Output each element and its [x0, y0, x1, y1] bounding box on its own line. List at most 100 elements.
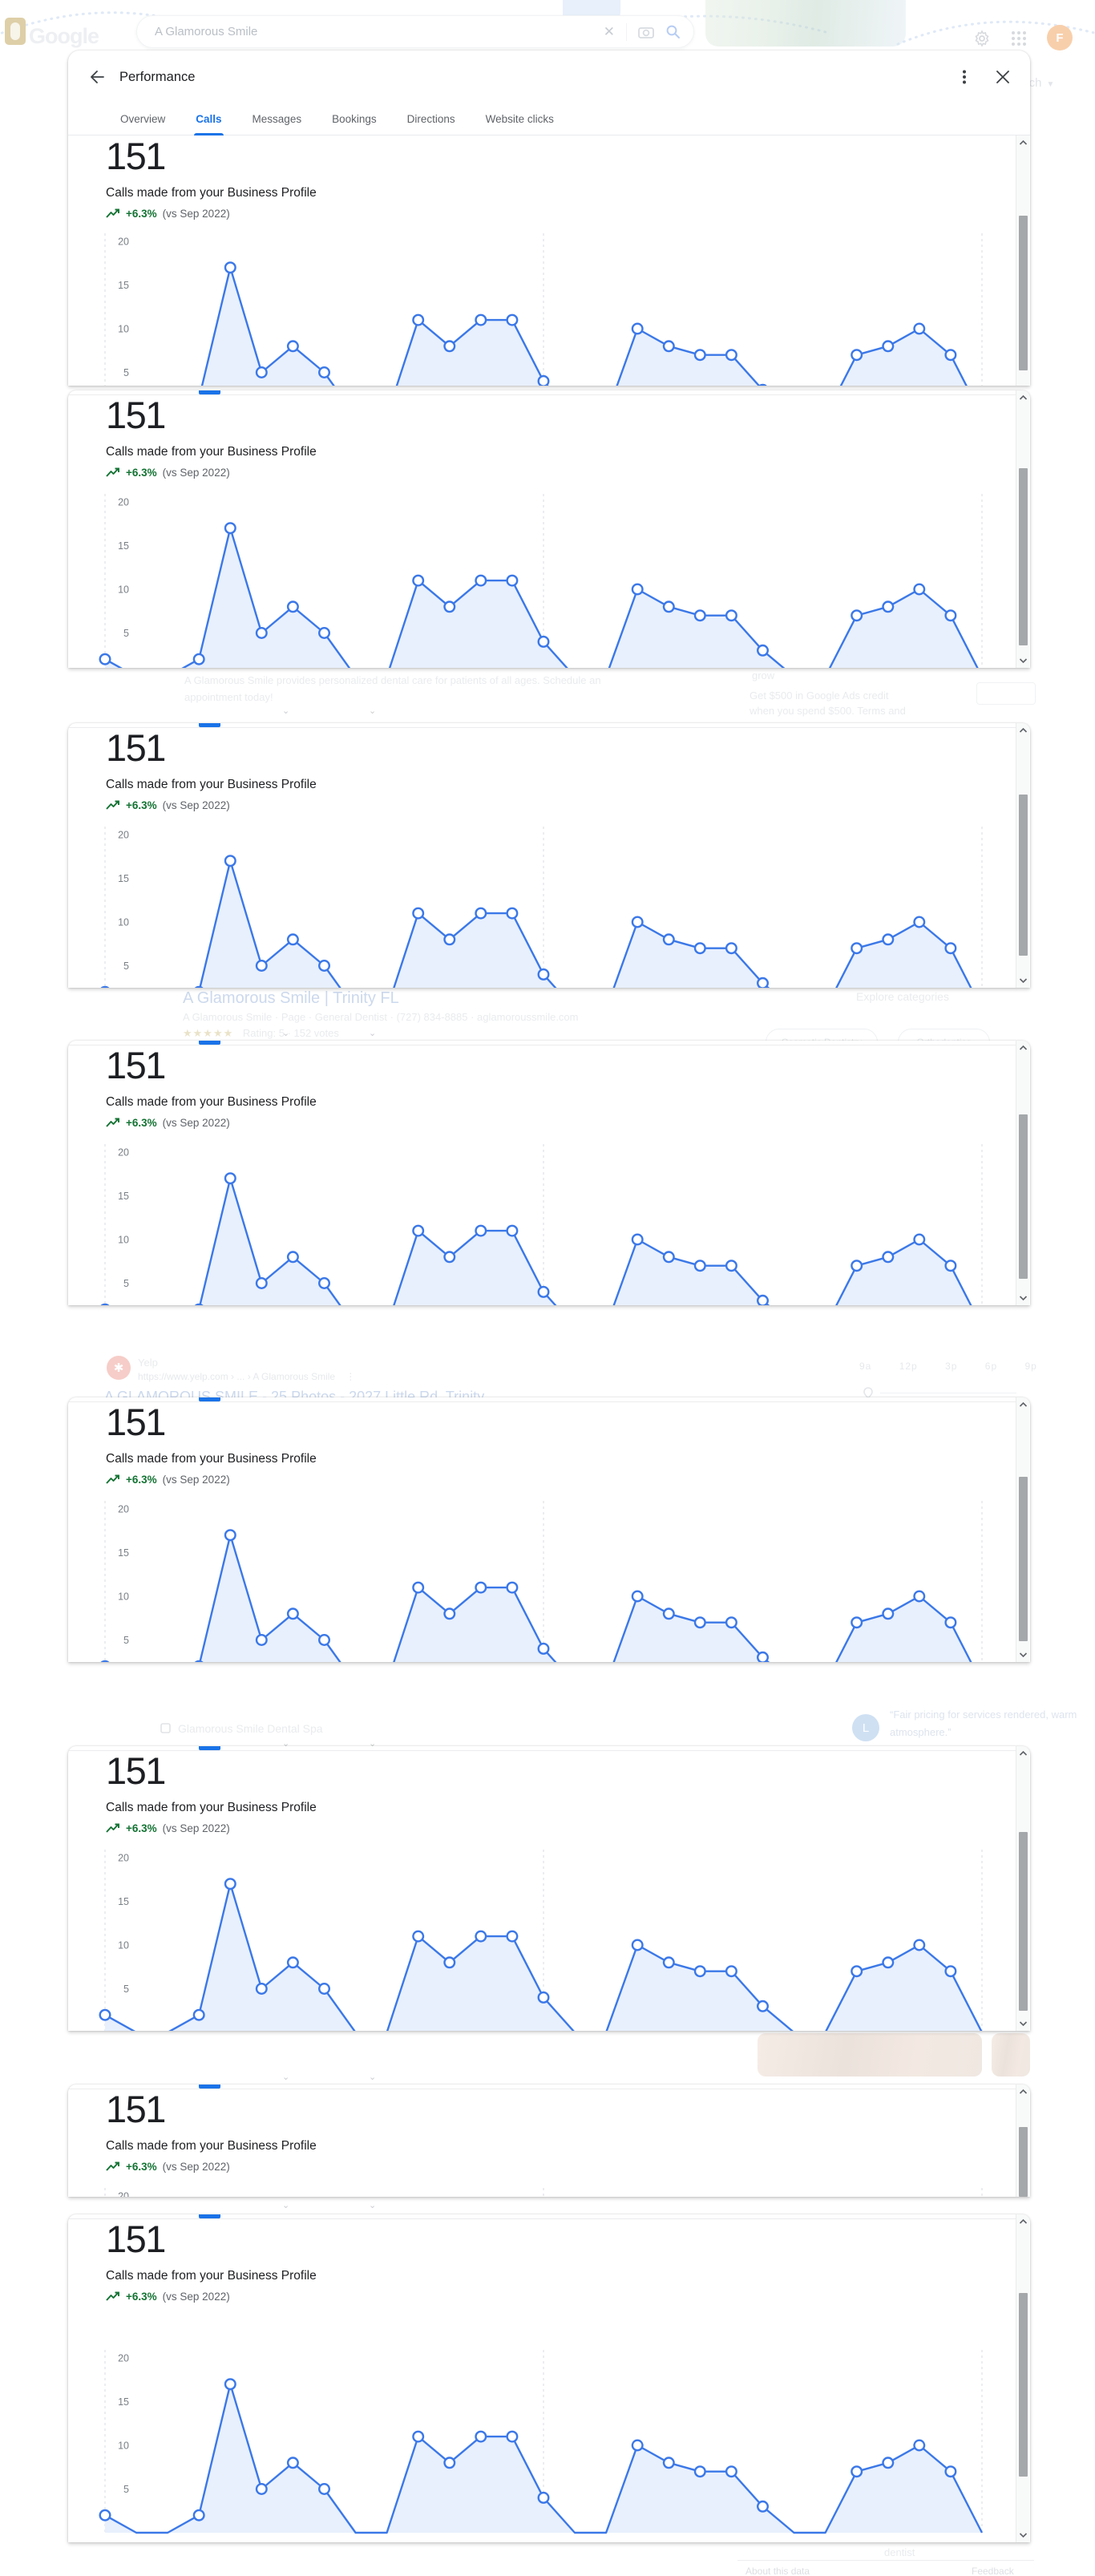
tabbar-divider-fragment	[68, 1750, 1030, 1751]
metric-label: Calls made from your Business Profile	[106, 1452, 317, 1466]
scroll-down-icon[interactable]	[1019, 1295, 1028, 1301]
calls-tab-underline-fragment	[199, 2214, 220, 2218]
profile-avatar[interactable]: F	[1047, 25, 1073, 51]
calls-tab-underline-fragment	[199, 1397, 220, 1401]
scrollbar[interactable]	[1016, 390, 1029, 668]
tab-directions[interactable]: Directions	[406, 113, 455, 125]
calls-line-chart: 5 10 15 20	[99, 2350, 984, 2534]
svg-text:20: 20	[118, 2353, 129, 2364]
search-icon[interactable]	[665, 24, 681, 39]
tab-website-clicks[interactable]: Website clicks	[485, 113, 554, 125]
bg-review-line2: atmosphere.”	[890, 1726, 952, 1738]
apps-grid-icon[interactable]	[1011, 30, 1027, 47]
scrollbar-thumb[interactable]	[1019, 2127, 1028, 2197]
metric-value: 151	[106, 1044, 166, 1086]
scroll-down-icon[interactable]	[1019, 2532, 1028, 2538]
bg-reviewer-avatar: L	[852, 1714, 879, 1741]
calls-line-chart: 5 10 15 20	[100, 827, 983, 988]
scroll-up-icon[interactable]	[1019, 140, 1028, 146]
more-options-icon[interactable]	[955, 67, 974, 87]
scrollbar-thumb[interactable]	[1019, 2293, 1028, 2477]
performance-modal-snapshot: 151 Calls made from your Business Profil…	[68, 1746, 1030, 2031]
tab-calls[interactable]: Calls	[194, 103, 224, 135]
tab-overview[interactable]: Overview	[120, 113, 166, 125]
performance-modal-snapshot: 151 Calls made from your Business Profil…	[68, 1041, 1030, 1305]
svg-text:15: 15	[118, 540, 129, 552]
metric-value: 151	[106, 1749, 166, 1792]
back-arrow-icon[interactable]	[87, 67, 107, 87]
scrollbar-thumb[interactable]	[1019, 1114, 1028, 1279]
svg-text:20: 20	[118, 1147, 129, 1159]
scrollbar[interactable]	[1016, 1041, 1029, 1305]
performance-modal-snapshot: 151 Calls made from your Business Profil…	[68, 2214, 1030, 2542]
scrollbar[interactable]	[1016, 1397, 1029, 1662]
scroll-up-icon[interactable]	[1019, 1401, 1028, 1408]
bg-result-snippet-line2: appointment today!	[184, 691, 273, 703]
svg-text:5: 5	[123, 2484, 129, 2495]
scroll-down-icon[interactable]	[1019, 2020, 1028, 2027]
collapsed-chevron-icon: ⌄	[369, 1029, 377, 1038]
scroll-down-icon[interactable]	[1019, 657, 1028, 664]
scrollbar[interactable]	[1016, 135, 1029, 386]
scroll-up-icon[interactable]	[1019, 727, 1028, 734]
tab-messages[interactable]: Messages	[252, 113, 302, 125]
metric-block: 151 Calls made from your Business Profil…	[106, 1749, 317, 1835]
metric-period: (vs Sep 2022)	[162, 1117, 230, 1130]
metric-value: 151	[106, 394, 166, 436]
metric-trend-row: +6.3% (vs Sep 2022)	[106, 2161, 317, 2173]
tab-bookings[interactable]: Bookings	[332, 113, 377, 125]
bg-place-name: Glamorous Smile Dental Spa	[178, 1722, 323, 1735]
metric-period: (vs Sep 2022)	[162, 799, 230, 812]
metric-block: 151 Calls made from your Business Profil…	[106, 1402, 317, 1486]
bg-photo-thumbnail	[992, 2033, 1030, 2077]
collapsed-chevron-icon: ⌄	[369, 2073, 377, 2082]
metric-value: 151	[106, 1401, 166, 1443]
scrollbar[interactable]	[1016, 723, 1029, 988]
metric-label: Calls made from your Business Profile	[106, 186, 317, 200]
search-box[interactable]: A Glamorous Smile ✕	[136, 15, 694, 48]
svg-text:10: 10	[118, 1235, 129, 1246]
trending-up-icon	[106, 1474, 119, 1484]
trending-up-icon	[106, 467, 119, 477]
scroll-down-icon[interactable]	[1019, 1652, 1028, 1658]
trending-up-icon	[106, 800, 119, 810]
scrollbar[interactable]	[1016, 2085, 1029, 2197]
svg-text:20: 20	[118, 1504, 129, 1515]
collapsed-chevron-icon: ⌄	[282, 1739, 290, 1749]
tabbar-divider-fragment	[68, 727, 1030, 728]
scrollbar-thumb[interactable]	[1019, 215, 1028, 371]
scrollbar-thumb[interactable]	[1019, 795, 1028, 956]
svg-text:5: 5	[123, 367, 129, 378]
clear-search-icon[interactable]: ✕	[603, 23, 615, 39]
scroll-up-icon[interactable]	[1019, 1045, 1028, 1051]
search-input-value[interactable]: A Glamorous Smile	[155, 25, 258, 38]
camera-lens-icon[interactable]	[638, 25, 654, 39]
bg-photo-thumbnail	[758, 2033, 982, 2077]
modal-header: Performance	[68, 51, 1030, 103]
metric-period: (vs Sep 2022)	[162, 208, 230, 220]
metric-delta: +6.3%	[126, 1474, 157, 1486]
scrollbar-thumb[interactable]	[1019, 467, 1028, 646]
divider	[626, 22, 627, 41]
svg-text:20: 20	[118, 1853, 129, 1864]
scroll-up-icon[interactable]	[1019, 2089, 1028, 2095]
settings-gear-icon[interactable]	[973, 30, 991, 47]
svg-text:5: 5	[123, 628, 129, 639]
scroll-up-icon[interactable]	[1019, 394, 1028, 401]
scrollbar[interactable]	[1016, 1746, 1029, 2031]
close-icon[interactable]	[993, 67, 1012, 87]
scroll-down-icon[interactable]	[1019, 977, 1028, 984]
performance-modal-snapshot: 151 Calls made from your Business Profil…	[68, 723, 1030, 988]
performance-modal-snapshot: 151 Calls made from your Business Profil…	[68, 2085, 1030, 2197]
scroll-up-icon[interactable]	[1019, 1750, 1028, 1757]
collapsed-chevron-icon: ⌄	[282, 706, 290, 716]
location-pin-icon	[863, 1387, 873, 1398]
bg-explore-title: Explore categories	[856, 990, 949, 1003]
metric-trend-row: +6.3% (vs Sep 2022)	[106, 467, 317, 479]
scrollbar-thumb[interactable]	[1019, 1477, 1028, 1641]
scrollbar-thumb[interactable]	[1019, 1831, 1028, 2012]
scroll-up-icon[interactable]	[1019, 2218, 1028, 2225]
svg-text:10: 10	[118, 917, 129, 928]
scrollbar[interactable]	[1016, 2214, 1029, 2542]
bg-listing-rating: ★★★★★ Rating: 5 · 152 votes	[183, 1027, 339, 1039]
